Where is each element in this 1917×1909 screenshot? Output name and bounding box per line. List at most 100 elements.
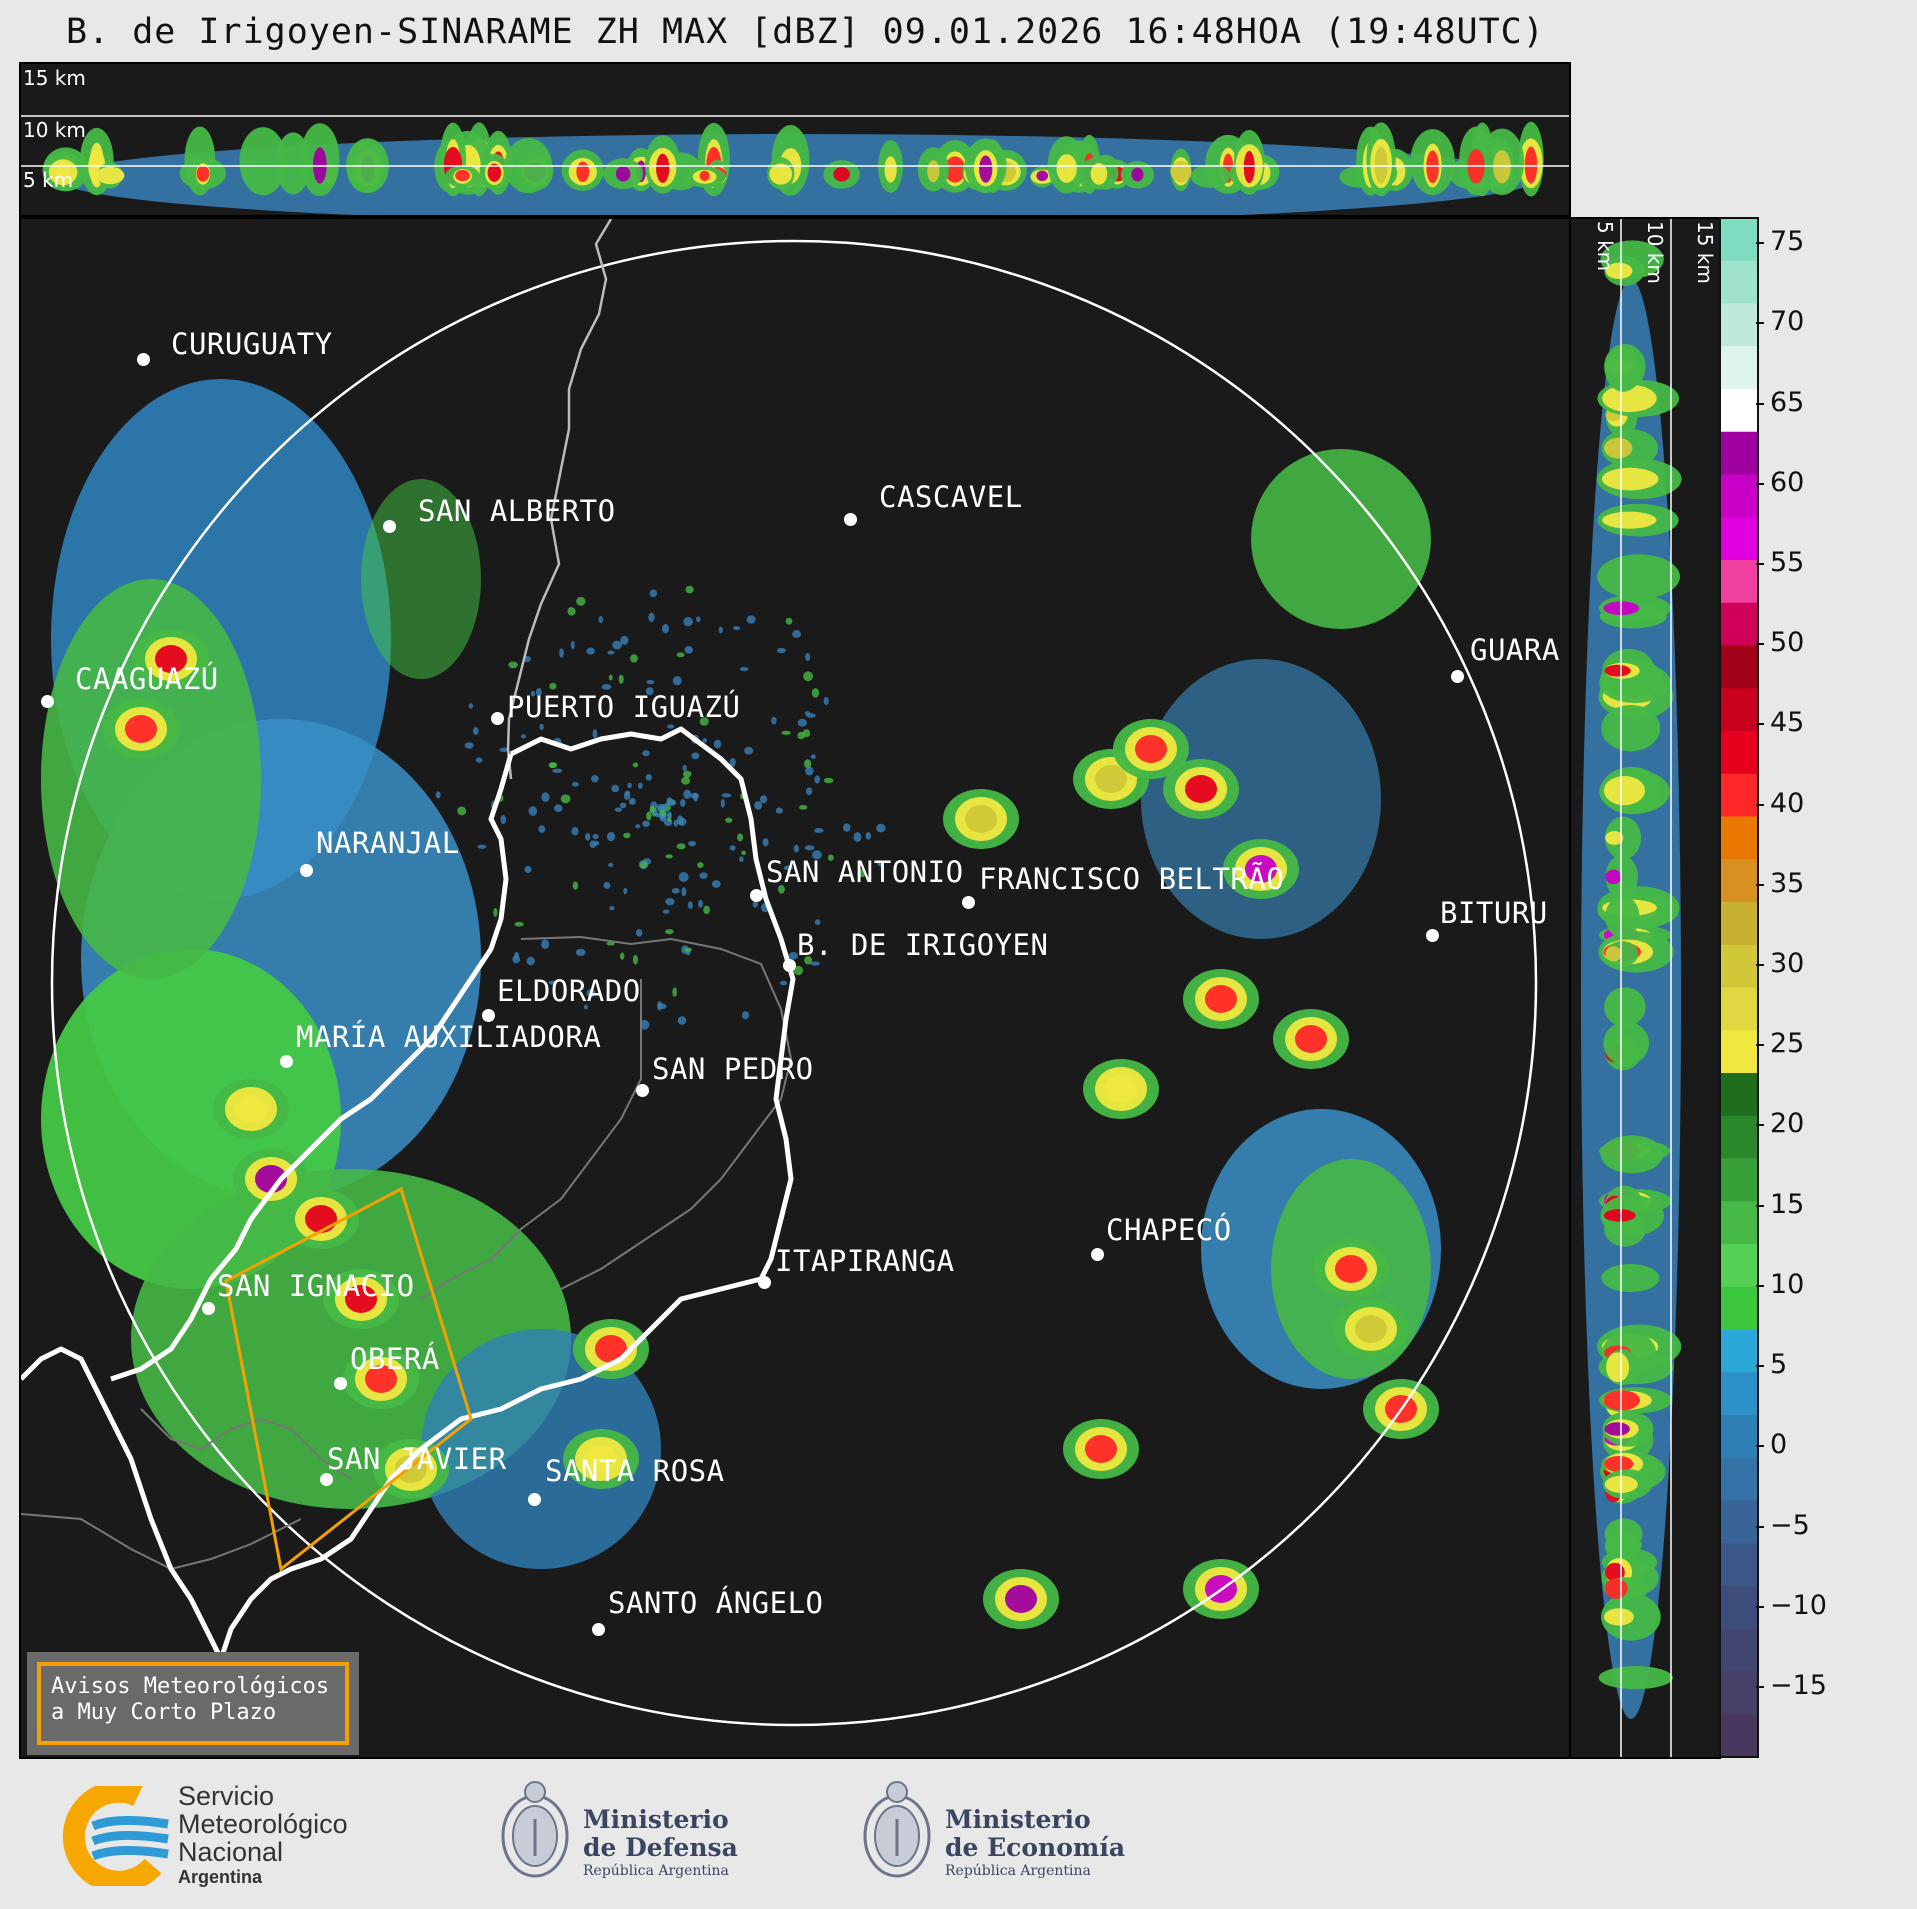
city-marker-obera xyxy=(334,1377,347,1390)
colorbar-cell xyxy=(1720,474,1758,518)
side-km-label-15: 15 km xyxy=(1693,221,1717,284)
colorbar-cell xyxy=(1720,389,1758,433)
colorbar-cell xyxy=(1720,431,1758,476)
city-label-maria-auxiliadora: MARÍA AUXILIADORA xyxy=(296,1020,602,1054)
city-label-bituru: BITURU xyxy=(1440,896,1548,930)
smn-logo-text: Servicio Meteorológico Nacional Argentin… xyxy=(178,1782,348,1888)
city-marker-naranjal xyxy=(300,864,313,877)
colorbar-cell xyxy=(1720,218,1758,262)
colorbar-tick-label: 45 xyxy=(1770,707,1805,738)
colorbar-cell xyxy=(1720,1158,1758,1202)
colorbar-tick-mark xyxy=(1756,483,1764,485)
smn-line-1: Servicio xyxy=(178,1781,275,1811)
colorbar-tick-mark xyxy=(1756,242,1764,244)
colorbar-cell xyxy=(1720,560,1758,604)
colorbar-tick-label: −15 xyxy=(1770,1670,1827,1701)
city-label-eldorado: ELDORADO xyxy=(497,974,641,1008)
defensa-line-1: Ministerio xyxy=(583,1805,729,1834)
colorbar-cell xyxy=(1720,1073,1758,1117)
colorbar-tick-mark xyxy=(1756,1124,1764,1126)
colorbar-cell xyxy=(1720,1115,1758,1160)
colorbar-cell xyxy=(1720,1201,1758,1245)
colorbar-tick-label: 5 xyxy=(1770,1349,1788,1380)
warning-legend-frame: Avisos Meteorológicos a Muy Corto Plazo xyxy=(37,1662,349,1745)
colorbar-cell xyxy=(1720,816,1758,860)
city-label-curuguaty: CURUGUATY xyxy=(171,327,333,361)
city-label-santo-angelo: SANTO ÁNGELO xyxy=(608,1586,824,1620)
colorbar-tick-label: 0 xyxy=(1770,1429,1788,1460)
misiones-outline xyxy=(21,726,796,1662)
colorbar-tick-mark xyxy=(1756,1606,1764,1608)
smn-line-3: Nacional xyxy=(178,1837,284,1867)
city-marker-caaguazu xyxy=(41,695,54,708)
city-marker-guara xyxy=(1451,670,1464,683)
top-km-label-15: 15 km xyxy=(23,66,86,90)
smn-line-2: Meteorológico xyxy=(178,1809,348,1839)
colorbar-tick-label: −5 xyxy=(1770,1510,1810,1541)
colorbar-cell xyxy=(1720,303,1758,347)
economia-line-2: de Economía xyxy=(945,1833,1126,1862)
colorbar-tick-label: 15 xyxy=(1770,1189,1805,1220)
colorbar-tick-mark xyxy=(1756,723,1764,725)
colorbar-cell xyxy=(1720,688,1758,732)
city-label-itapiranga: ITAPIRANGA xyxy=(775,1244,955,1278)
colorbar-tick-mark xyxy=(1756,563,1764,565)
radar-ppi-image xyxy=(21,219,1538,1727)
colorbar-cell xyxy=(1720,1671,1758,1715)
city-marker-san-ignacio xyxy=(202,1302,215,1315)
city-marker-santa-rosa xyxy=(528,1493,541,1506)
colorbar-cell xyxy=(1720,1244,1758,1288)
colorbar-cell xyxy=(1720,1500,1758,1544)
city-label-b-de-irigoyen: B. DE IRIGOYEN xyxy=(797,928,1049,962)
economia-text: Ministerio de Economía República Argenti… xyxy=(945,1806,1125,1880)
defensa-shield-icon xyxy=(501,1781,569,1878)
city-label-puerto-iguazu: PUERTO IGUAZÚ xyxy=(507,690,741,724)
colorbar-tick-label: 75 xyxy=(1770,226,1805,257)
colorbar-tick-label: 20 xyxy=(1770,1108,1805,1139)
colorbar-cell xyxy=(1720,987,1758,1031)
side-km-label-5: 5 km xyxy=(1593,221,1617,272)
colorbar-tick-mark xyxy=(1756,322,1764,324)
colorbar-tick-mark xyxy=(1756,1285,1764,1287)
colorbar-tick-label: 50 xyxy=(1770,627,1805,658)
colorbar-cell xyxy=(1720,731,1758,775)
defensa-line-3: República Argentina xyxy=(583,1863,729,1879)
warning-legend-box: Avisos Meteorológicos a Muy Corto Plazo xyxy=(27,1652,359,1755)
colorbar-tick-label: 25 xyxy=(1770,1028,1805,1059)
department-line-3 xyxy=(21,1513,302,1571)
range-ring xyxy=(50,239,1538,1727)
colorbar-tick-mark xyxy=(1756,1526,1764,1528)
city-label-san-pedro: SAN PEDRO xyxy=(652,1052,814,1086)
city-marker-itapiranga xyxy=(758,1276,771,1289)
colorbar-tick-mark xyxy=(1756,1445,1764,1447)
city-marker-puerto-iguazu xyxy=(491,712,504,725)
top-cross-section-panel: 15 km 10 km 5 km xyxy=(19,62,1571,217)
city-marker-maria-auxiliadora xyxy=(280,1055,293,1068)
colorbar-cell xyxy=(1720,346,1758,390)
colorbar-tick-mark xyxy=(1756,1205,1764,1207)
economia-line-3: República Argentina xyxy=(945,1863,1091,1879)
city-label-obera: OBERÁ xyxy=(350,1342,440,1376)
parana-outline xyxy=(110,1217,254,1382)
colorbar-tick-mark xyxy=(1756,804,1764,806)
department-line-4 xyxy=(140,1408,352,1480)
colorbar-cell xyxy=(1720,260,1758,305)
smn-logo-icon xyxy=(62,1786,169,1886)
warning-polygon xyxy=(224,1186,473,1572)
colorbar-cell xyxy=(1720,944,1758,989)
city-label-guara: GUARA xyxy=(1470,633,1560,667)
side-cross-section-image xyxy=(1581,219,1682,1757)
colorbar-cell xyxy=(1720,1714,1758,1758)
city-marker-santo-angelo xyxy=(592,1623,605,1636)
colorbar-cell xyxy=(1720,1030,1758,1074)
city-marker-san-pedro xyxy=(636,1084,649,1097)
city-label-san-antonio: SAN ANTONIO xyxy=(766,855,964,889)
city-marker-curuguaty xyxy=(137,353,150,366)
colorbar-cell xyxy=(1720,602,1758,647)
city-marker-eldorado xyxy=(482,1009,495,1022)
radar-map-panel: CURUGUATY SAN ALBERTO CASCAVEL CAAGUAZÚ GUAR… xyxy=(19,217,1571,1759)
colorbar-cell xyxy=(1720,1457,1758,1502)
city-marker-francisco-beltrao xyxy=(962,896,975,909)
city-label-caaguazu: CAAGUAZÚ xyxy=(75,662,219,696)
colorbar-cell xyxy=(1720,859,1758,903)
